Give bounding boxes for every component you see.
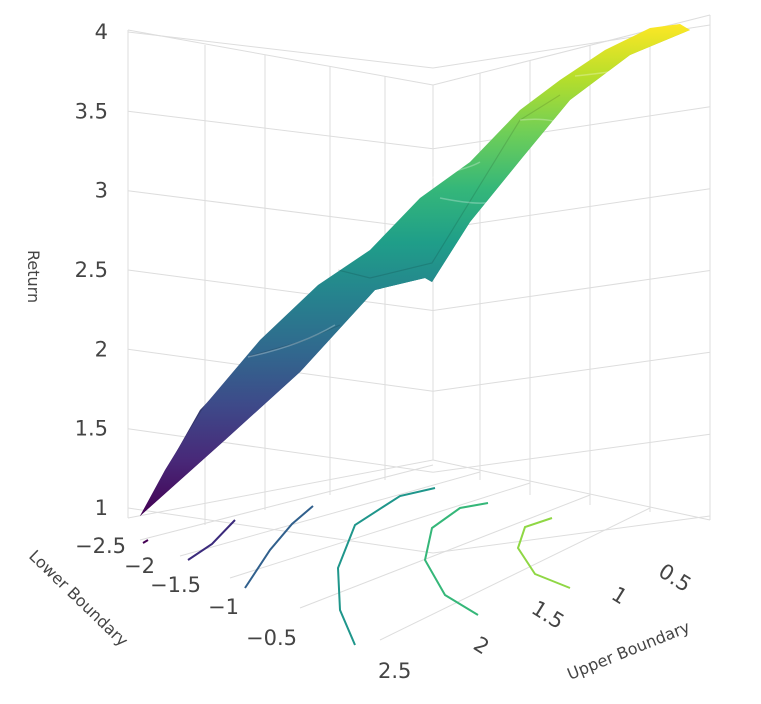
x-tick-label: −2 bbox=[124, 554, 155, 578]
z-tick-label: 4 bbox=[95, 20, 108, 44]
z-gridline bbox=[432, 433, 711, 473]
z-gridline bbox=[432, 106, 711, 150]
y-tick-label: 1.5 bbox=[527, 596, 568, 634]
y-tick-label: 2 bbox=[469, 632, 493, 659]
y-axis-title: Upper Boundary bbox=[564, 617, 692, 684]
contour-line bbox=[423, 502, 489, 616]
floor-contours bbox=[142, 487, 571, 646]
z-gridlines bbox=[127, 24, 711, 554]
z-gridline bbox=[127, 31, 434, 69]
x-tick-labels: −2.5 −2 −1.5 −1 −0.5 2.5 bbox=[75, 534, 411, 683]
z-gridline bbox=[127, 269, 434, 311]
z-tick-labels: 1 1.5 2 2.5 3 3.5 4 bbox=[75, 20, 108, 520]
surface bbox=[140, 24, 690, 516]
x-tick-label: −1.5 bbox=[150, 573, 201, 597]
y-tick-label: 1 bbox=[607, 582, 631, 609]
x-axis-title: Lower Boundary bbox=[25, 546, 132, 650]
x-tick-label: 2.5 bbox=[378, 659, 411, 683]
z-gridline bbox=[127, 428, 434, 473]
z-tick-label: 3 bbox=[95, 179, 108, 203]
z-gridline bbox=[127, 190, 434, 231]
surface-top-face bbox=[140, 24, 690, 516]
z-gridline bbox=[432, 188, 711, 231]
contour-line bbox=[142, 539, 149, 544]
x-tick-label: −2.5 bbox=[75, 534, 126, 558]
contour-line bbox=[336, 487, 436, 646]
contour-line bbox=[244, 505, 314, 589]
floor-grid bbox=[127, 459, 711, 641]
z-gridline bbox=[432, 515, 711, 554]
z-tick-label: 1.5 bbox=[75, 417, 108, 441]
z-gridline bbox=[432, 351, 711, 392]
contour-line bbox=[516, 517, 571, 589]
z-tick-label: 1 bbox=[95, 496, 108, 520]
x-tick-label: −1 bbox=[208, 595, 239, 619]
z-tick-label: 2.5 bbox=[75, 258, 108, 282]
contour-line bbox=[187, 519, 236, 561]
z-gridline bbox=[432, 270, 711, 311]
z-tick-label: 2 bbox=[95, 337, 108, 361]
x-tick-label: −0.5 bbox=[246, 626, 297, 650]
z-tick-label: 3.5 bbox=[75, 99, 108, 123]
y-tick-label: 0.5 bbox=[654, 559, 695, 597]
z-axis-title: Return bbox=[24, 250, 43, 303]
z-gridline bbox=[127, 110, 434, 150]
z-gridline bbox=[127, 507, 434, 554]
